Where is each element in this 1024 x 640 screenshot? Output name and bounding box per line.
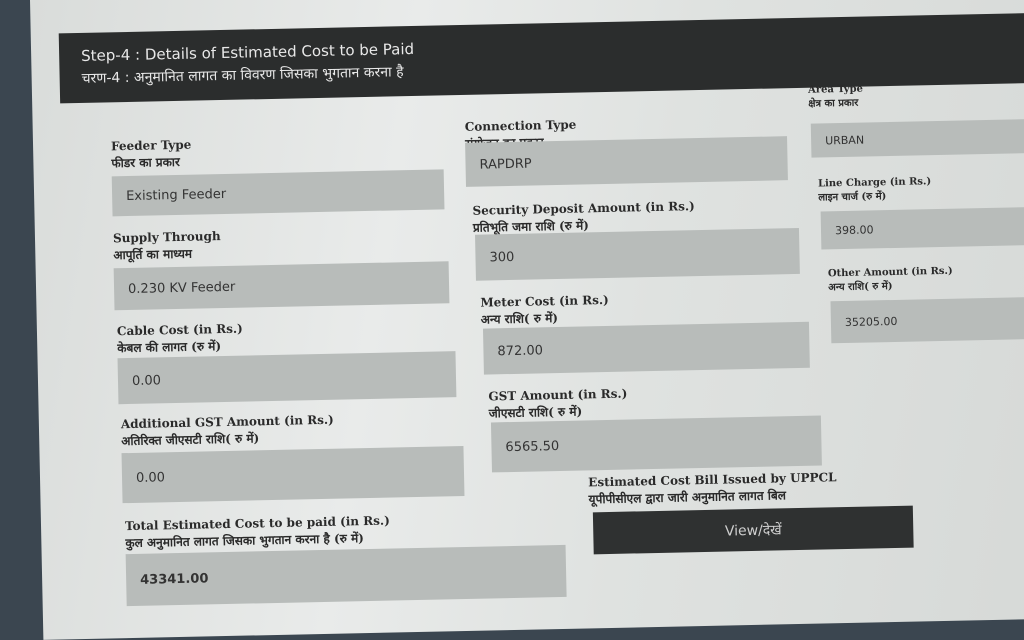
section-title: Step-4 : Details of Estimated Cost to be… (80, 39, 415, 65)
area-type-label: Area Type क्षेत्र का प्रकार (807, 83, 864, 110)
meter-cost-label: Meter Cost (in Rs.) अन्य राशि( रु में) (480, 292, 609, 327)
estimated-bill-label: Estimated Cost Bill Issued by UPPCL यूपीप… (588, 470, 837, 507)
cable-cost-label: Cable Cost (in Rs.) केबल की लागत (रु में) (116, 321, 243, 356)
feeder-type-label: Feeder Type फीडर का प्रकार (110, 137, 192, 171)
other-amount-field: 35205.00 (830, 296, 1024, 344)
total-cost-field: 43341.00 (125, 544, 567, 607)
section-title-hindi: चरण-4 : अनुमानित लागत का विवरण जिसका भुग… (81, 64, 404, 87)
line-charge-label: Line Charge (in Rs.) लाइन चार्ज (रु में) (817, 176, 932, 204)
feeder-type-field: Existing Feeder (111, 169, 445, 217)
line-charge-field: 398.00 (820, 206, 1024, 250)
additional-gst-label: Additional GST Amount (in Rs.) अतिरिक्त ज… (120, 412, 334, 449)
view-bill-button[interactable]: View/देखें (592, 505, 914, 555)
supply-through-field: 0.230 KV Feeder (113, 261, 450, 311)
cable-cost-field: 0.00 (117, 351, 457, 405)
meter-cost-field: 872.00 (482, 321, 810, 375)
section-header: Step-4 : Details of Estimated Cost to be… (58, 12, 1024, 104)
security-deposit-field: 300 (475, 227, 800, 281)
other-amount-label: Other Amount (in Rs.) अन्य राशि( रु में) (827, 265, 953, 294)
supply-through-label: Supply Through आपूर्ति का माध्यम (112, 229, 221, 263)
gst-amount-field: 6565.50 (490, 415, 822, 473)
document-page: Step-4 : Details of Estimated Cost to be… (30, 0, 1024, 640)
additional-gst-field: 0.00 (121, 446, 465, 504)
gst-amount-label: GST Amount (in Rs.) जीएसटी राशि( रु में) (488, 386, 628, 421)
total-cost-label: Total Estimated Cost to be paid (in Rs.)… (124, 513, 390, 551)
connection-type-field: RAPDRP (465, 136, 788, 187)
area-type-field: URBAN (810, 118, 1024, 158)
